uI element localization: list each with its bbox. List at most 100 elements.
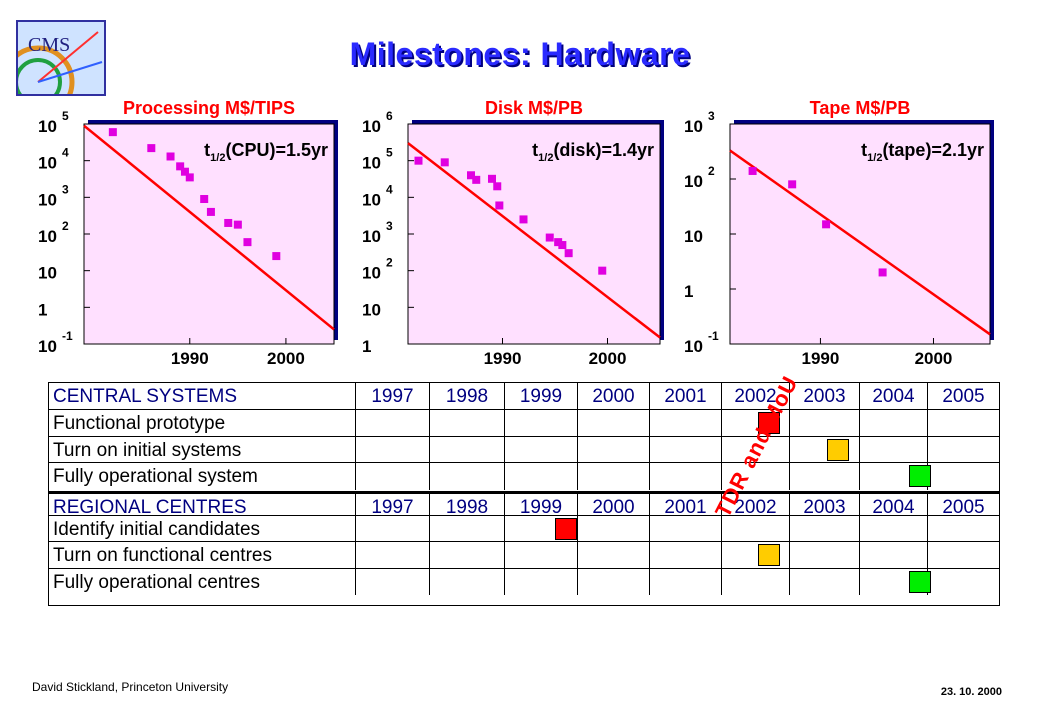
year-header-cell: 2005 [927,493,999,520]
year-cell [789,568,859,596]
data-point-0-6 [200,195,209,204]
year-cell [355,542,429,569]
y-tick-label-2-2: 10 [684,227,703,246]
year-cell [721,542,789,569]
cms-logo-graphic [18,31,103,94]
x-tick-label-1-0: 1990 [484,349,522,368]
milestone-row: Functional prototype [49,409,999,437]
year-cell [927,436,999,464]
milestone-row: Fully operational system [49,462,999,490]
year-cell [649,463,721,490]
y-tick-exp-1-0: 6 [386,109,393,123]
milestone-header-row: CENTRAL SYSTEMS 1997 1998 1999 2000 2001 2002 2… [49,383,999,410]
year-cell [789,463,859,490]
year-cell [355,516,429,543]
year-cell [429,436,504,464]
year-cell [649,410,721,437]
data-point-0-7 [206,207,215,216]
y-tick-exp-0-3: 2 [62,219,69,233]
y-tick-exp-2-0: 3 [708,109,715,123]
data-point-0-11 [272,252,281,261]
year-cell [649,542,721,569]
data-point-0-8 [224,218,233,227]
data-point-1-2 [467,171,475,180]
data-point-0-4 [180,167,189,176]
data-point-0-5 [185,173,194,182]
data-point-2-0 [748,166,757,175]
milestone-label: Identify initial candidates [53,519,261,540]
milestone-marker-red [757,412,780,435]
data-point-1-12 [598,266,607,275]
year-cell [577,516,649,543]
year-cell [355,568,429,596]
y-tick-label-2-3: 1 [684,282,693,301]
year-header-cell: 2003 [789,493,859,520]
data-point-2-1 [788,180,797,189]
year-cell [504,436,577,464]
y-tick-label-0-4: 10 [38,264,57,283]
year-header-cell: 2001 [649,493,721,520]
year-header-cell: 1997 [355,493,429,520]
year-cell [789,410,859,437]
data-point-0-10 [243,238,252,247]
half-life-label-0: t1/2(CPU)=1.5yr [204,140,328,164]
year-cell [429,568,504,596]
data-point-0-1 [147,144,156,153]
milestone-marker-red [555,518,578,540]
milestone-label: Fully operational centres [53,571,260,593]
y-tick-exp-0-2: 3 [62,182,69,196]
milestone-header-row: REGIONAL CENTRES 1997 1998 1999 2000 2001 2002… [49,490,999,520]
y-tick-exp-0-1: 4 [62,146,69,160]
year-header-cell: 1998 [429,383,504,410]
y-tick-exp-1-2: 4 [386,182,393,196]
year-cell [789,542,859,569]
y-tick-exp-2-4: -1 [708,329,719,343]
milestone-marker-yellow [827,438,849,461]
x-tick-label-1-1: 2000 [589,349,627,368]
y-tick-label-1-0: 10 [362,117,381,136]
data-point-1-3 [472,175,481,184]
year-cell [789,516,859,543]
year-cell [927,568,999,596]
y-tick-label-1-5: 10 [362,300,381,319]
y-tick-label-2-0: 10 [684,117,703,136]
year-header-cell: 2000 [577,383,649,410]
year-header-cell: 2002 [721,493,789,520]
year-cell [355,410,429,437]
chart-title-0: Processing M$/TIPS [123,98,295,118]
year-cell [577,410,649,437]
milestone-row: Turn on initial systems [49,435,999,464]
year-cell [504,516,577,543]
year-cell [649,436,721,464]
year-cell [429,410,504,437]
data-point-1-7 [519,215,528,224]
x-tick-label-0-0: 1990 [171,349,209,368]
data-point-1-4 [488,174,496,183]
year-cell [649,568,721,596]
section-header: REGIONAL CENTRES [53,496,247,518]
y-tick-exp-0-0: 5 [62,109,69,123]
year-cell [721,463,789,490]
year-cell [355,436,429,464]
year-cell [504,410,577,437]
data-point-1-6 [495,201,504,210]
data-point-2-2 [822,220,831,229]
year-cell [504,542,577,569]
data-point-1-10 [558,241,567,250]
data-point-1-9 [554,238,563,247]
y-tick-label-1-6: 1 [362,337,371,356]
y-tick-label-1-2: 10 [362,190,381,209]
cms-logo: CMS [16,20,106,96]
milestone-label: Turn on initial systems [53,439,242,461]
year-cell [577,568,649,596]
y-tick-exp-0-6: -1 [62,329,73,343]
page-title: Milestones: Hardware [349,36,691,72]
year-cell [859,542,927,569]
year-header-cell: 1998 [429,493,504,520]
year-cell [429,542,504,569]
data-point-0-3 [176,162,185,171]
year-cell [859,436,927,464]
y-tick-label-0-2: 10 [38,190,57,209]
year-cell [504,463,577,490]
data-point-0-2 [166,152,175,161]
